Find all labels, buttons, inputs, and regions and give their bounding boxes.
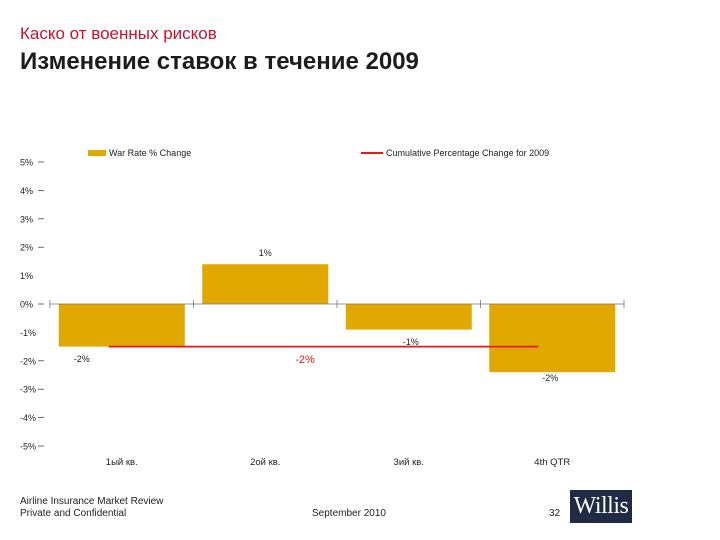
y-tick-label: -1% (20, 328, 36, 338)
y-tick-label: 3% (20, 214, 33, 224)
bar (489, 304, 616, 373)
footer-confidential: Private and Confidential (20, 508, 127, 519)
footer-date: September 2010 (312, 508, 386, 519)
slide-title: Изменение ставок в течение 2009 (20, 48, 419, 75)
legend-line-label: Cumulative Percentage Change for 2009 (386, 148, 549, 158)
y-tick-label: 0% (20, 300, 33, 310)
legend-bar-swatch (88, 150, 106, 156)
y-tick-label: -2% (20, 356, 36, 366)
footer: Airline Insurance Market Review Private … (0, 488, 720, 540)
bar-data-label: 1% (259, 248, 272, 258)
chart: 5% 4% 3% 2% 1% 0% -1% -2% -3% -4% -5% -2% 1% -1% -2% -2… (20, 148, 625, 468)
y-tick-label: -3% (20, 385, 36, 395)
bar-data-label: -2% (542, 373, 558, 383)
cumulative-data-label: -2% (295, 354, 315, 366)
y-tick-label: 5% (20, 158, 33, 168)
y-tick-label: -5% (20, 442, 36, 452)
y-tick-label: 2% (20, 243, 33, 253)
y-tick-label: 4% (20, 186, 33, 196)
slide-subtitle: Каско от военных рисков (20, 24, 217, 43)
bar (58, 304, 185, 347)
category-label: 1ый кв. (106, 457, 138, 468)
page-number: 32 (549, 508, 561, 519)
category-label: 2ой кв. (250, 457, 280, 468)
bar-data-label: -1% (403, 337, 419, 347)
legend-bar-label: War Rate % Change (109, 148, 191, 158)
y-tick-label: -4% (20, 413, 36, 423)
category-label: 4th QTR (534, 457, 570, 468)
category-label: 3ий кв. (394, 457, 424, 468)
y-tick-label: 1% (20, 271, 33, 281)
bar (202, 264, 329, 304)
footer-report-title: Airline Insurance Market Review (20, 496, 164, 507)
willis-logo: Willis (570, 490, 632, 523)
bar (345, 304, 472, 330)
bar-data-label: -2% (74, 354, 90, 364)
